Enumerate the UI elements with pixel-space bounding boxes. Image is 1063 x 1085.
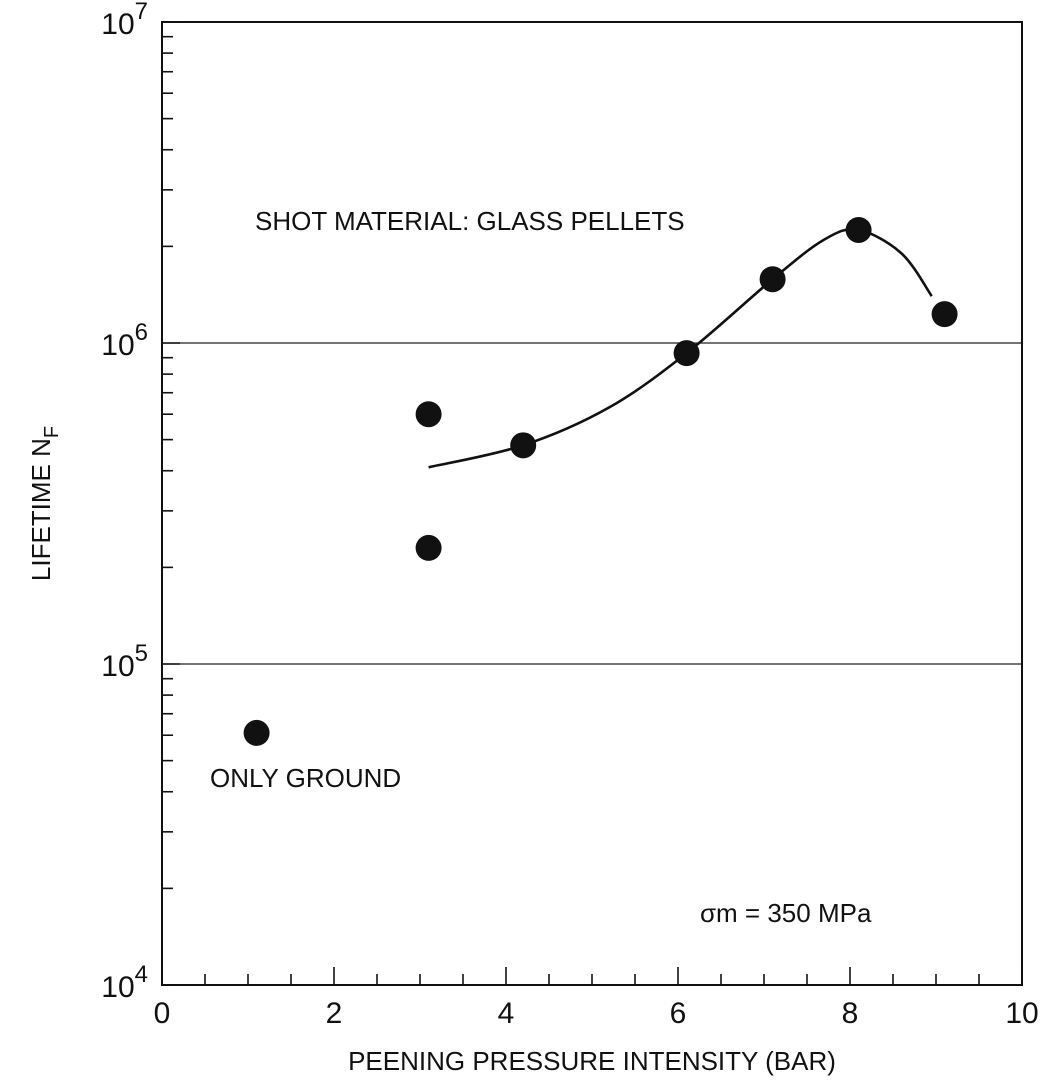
data-point xyxy=(759,266,786,293)
x-tick-label: 8 xyxy=(842,997,859,1030)
y-tick-label-base: 10 xyxy=(101,650,134,683)
annotation-stress: σm = 350 MPa xyxy=(700,898,872,928)
y-tick-label-base: 10 xyxy=(101,8,134,41)
y-tick-label-exponent: 6 xyxy=(135,319,148,346)
y-tick-label: 107 xyxy=(101,0,148,41)
grid-lines xyxy=(162,342,1022,665)
x-axis-title: PEENING PRESSURE INTENSITY (BAR) xyxy=(348,1046,836,1076)
fit-curve xyxy=(428,227,933,469)
data-point xyxy=(415,534,442,561)
data-point xyxy=(673,340,700,367)
y-axis-title-subscript: F xyxy=(41,426,63,438)
y-axis-title-main: LIFETIME N xyxy=(26,438,56,581)
data-point xyxy=(243,719,270,746)
y-tick-label-exponent: 5 xyxy=(135,640,148,667)
x-tick-label: 10 xyxy=(1005,997,1038,1030)
annotation-shot-material: SHOT MATERIAL: GLASS PELLETS xyxy=(255,206,685,236)
data-point xyxy=(931,301,958,328)
y-tick-label-base: 10 xyxy=(101,329,134,362)
y-tick-label-exponent: 7 xyxy=(135,0,148,25)
x-tick-label: 6 xyxy=(670,997,687,1030)
x-tick-label: 0 xyxy=(154,997,171,1030)
y-tick-label: 106 xyxy=(101,319,148,362)
x-tick-label: 2 xyxy=(326,997,343,1030)
y-axis-title: LIFETIME NF xyxy=(26,426,63,581)
x-tick-label: 4 xyxy=(498,997,515,1030)
y-tick-label: 104 xyxy=(101,961,148,1004)
y-tick-label-exponent: 4 xyxy=(135,961,148,988)
annotation-only-ground: ONLY GROUND xyxy=(210,763,401,793)
data-point xyxy=(510,432,537,459)
fit-curve-group xyxy=(428,227,933,469)
y-tick-label-base: 10 xyxy=(101,971,134,1004)
data-point xyxy=(845,216,872,243)
y-tick-label: 105 xyxy=(101,640,148,683)
plot-area-frame xyxy=(161,21,1023,986)
axis-ticks xyxy=(161,21,1023,986)
data-point xyxy=(415,401,442,428)
data-points xyxy=(243,216,958,746)
